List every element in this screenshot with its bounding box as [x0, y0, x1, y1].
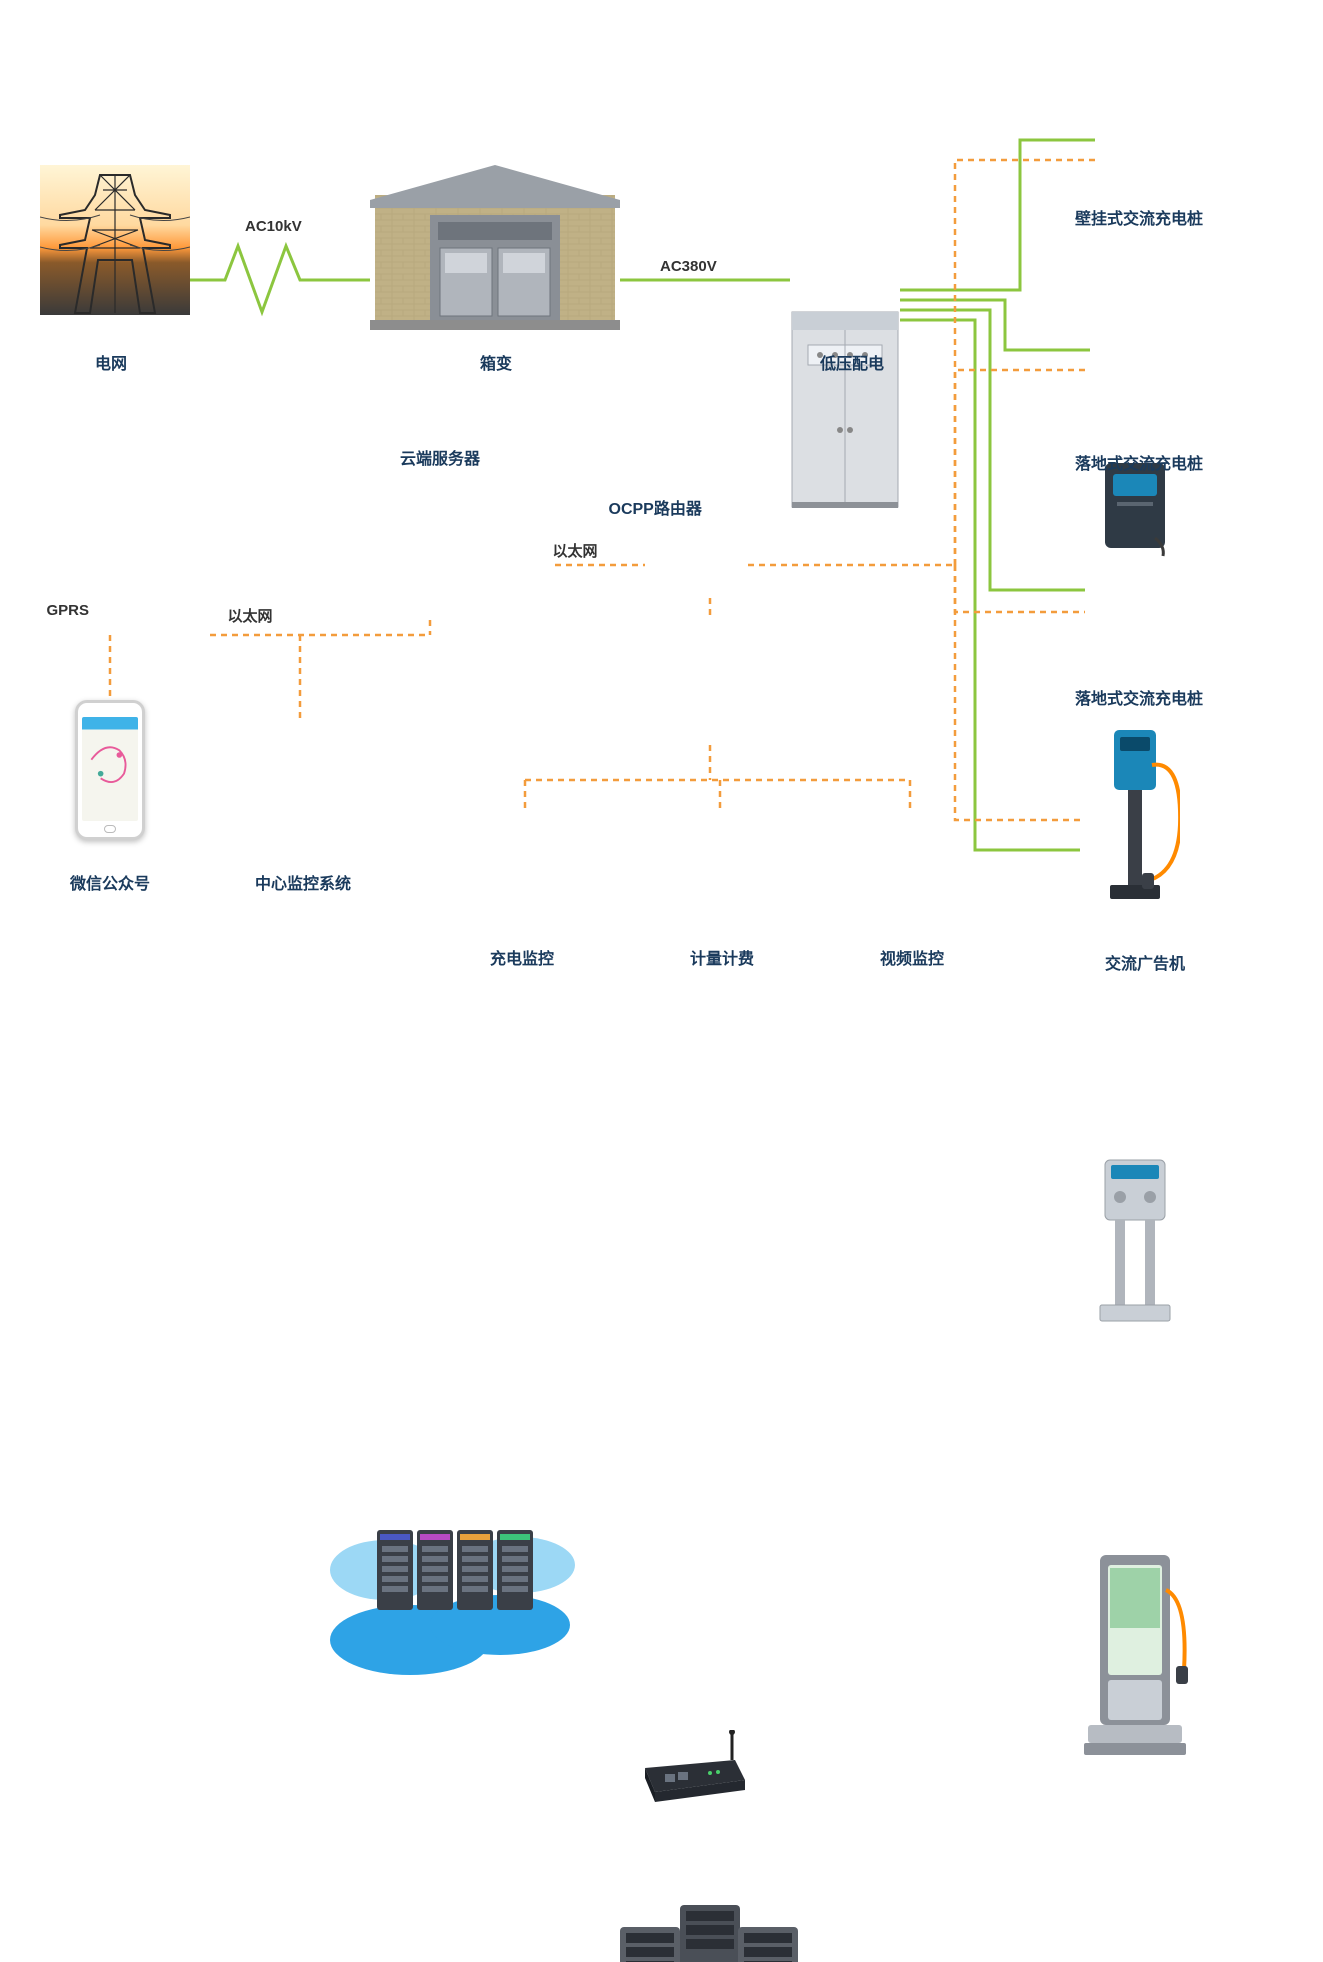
router-icon — [640, 1730, 750, 1810]
cloud-servers-icon — [325, 1500, 585, 1680]
charger-pole-label: 落地式交流充电桩 — [1075, 450, 1203, 474]
cabinet-icon — [790, 310, 900, 510]
ac10kv-label: AC10kV — [245, 218, 302, 235]
substation-node — [370, 160, 620, 330]
lv-cabinet-node — [790, 310, 900, 510]
ac380v-label: AC380V — [660, 258, 717, 275]
router-label: OCPP路由器 — [609, 495, 702, 519]
server-stack-node — [610, 1905, 810, 1962]
eth1-label: 以太网 — [228, 605, 273, 626]
charger-pole-node — [1090, 725, 1180, 905]
monitor1-label: 充电监控 — [490, 945, 554, 969]
phone-icon — [75, 700, 145, 840]
cloud-node — [325, 1500, 585, 1680]
charger-ad-label: 交流广告机 — [1105, 950, 1185, 974]
monitor3-label: 视频监控 — [880, 945, 944, 969]
ad-charger-icon — [1080, 1550, 1190, 1760]
charger-wall-label: 壁挂式交流充电桩 — [1075, 205, 1203, 229]
dual-charger-icon — [1085, 1155, 1185, 1325]
eth2-label: 以太网 — [553, 540, 598, 561]
pole-charger-icon — [1090, 725, 1180, 905]
charger-dual-node — [1085, 1155, 1185, 1325]
substation-label: 箱变 — [480, 350, 512, 374]
phone-node — [75, 700, 145, 840]
router-node — [640, 1730, 750, 1810]
phone-label: 微信公众号 — [70, 870, 150, 894]
grid-label: 电网 — [95, 350, 127, 374]
server-stack-icon — [610, 1905, 810, 1962]
monitor2-label: 计量计费 — [690, 945, 754, 969]
transmission-tower-icon — [40, 165, 190, 315]
charger-dual-label: 落地式交流充电桩 — [1075, 685, 1203, 709]
lv-cabinet-label: 低压配电 — [820, 350, 884, 374]
grid-node — [40, 165, 190, 315]
gprs-label: GPRS — [47, 602, 90, 619]
cloud-label: 云端服务器 — [400, 445, 480, 469]
charger-ad-node — [1080, 1550, 1190, 1760]
center-monitor-label: 中心监控系统 — [255, 870, 351, 894]
substation-icon — [370, 160, 620, 330]
